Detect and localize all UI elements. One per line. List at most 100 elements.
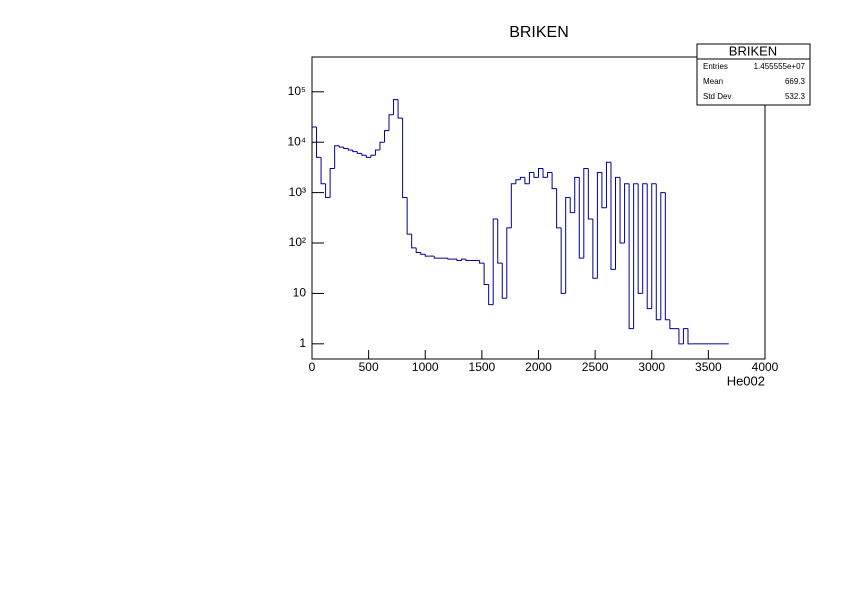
histogram-bin [605,161,611,208]
histogram-bin [347,148,353,151]
histogram-bin [460,258,467,261]
histogram-bin [338,145,344,148]
histogram-bin [510,183,516,228]
histogram-bin [610,162,616,270]
histogram-bin [583,168,589,259]
histogram-bin [343,147,349,149]
histogram-bin [655,183,661,321]
histogram-bin [682,328,688,344]
histogram-bin [615,176,621,270]
x-tick-label: 1500 [469,360,496,374]
x-axis-label: He002 [727,373,765,388]
histogram-bin [447,258,453,260]
histogram-bin [316,127,322,158]
stats-key: Mean [703,77,723,86]
histogram-bin [329,168,335,198]
histogram-bin [506,227,512,299]
histogram-bin [370,154,376,158]
histogram-bin [492,218,498,305]
histogram-bin [528,172,534,184]
histogram-bin [393,99,399,115]
histogram-bin [402,118,408,198]
histogram-bin [424,254,430,257]
x-tick-label: 2500 [582,360,609,374]
histogram-bin [619,177,625,244]
stats-key: Entries [703,62,728,71]
histogram-bin [420,252,426,255]
histogram-bin [411,234,417,249]
histogram-bin [556,188,562,229]
histogram-bin [361,153,367,156]
stats-key: Std Dev [703,92,731,101]
histogram-bin [538,168,544,178]
stats-value: 1.455555e+07 [754,62,806,71]
histogram-bin [352,150,358,153]
histogram-bin [651,183,657,309]
histogram-bin [397,99,403,119]
histogram-bin [433,256,439,259]
histogram-bin [488,284,494,306]
histogram-bin [515,179,521,184]
histogram-bin [456,259,462,261]
histogram-bin [547,172,553,178]
histogram-bin [664,192,670,321]
histogram-bin [574,176,580,213]
histogram-bin [519,176,525,180]
histogram-bin [483,263,489,286]
histogram-bin [465,259,471,261]
histogram-bin [379,141,385,151]
histogram-bin [569,197,575,214]
histogram-bin [565,196,571,294]
histogram-bin [374,149,380,156]
histogram-bin [560,227,566,294]
histogram-bin [678,328,684,345]
x-tick-label: 3500 [695,360,722,374]
histogram-bin [633,183,639,329]
histogram-bin [356,151,362,154]
histogram-bin [325,183,331,198]
chart-title: BRIKEN [509,24,569,41]
x-tick-label: 500 [359,360,379,374]
histogram-bin [497,218,503,264]
histogram-bin [524,177,530,185]
x-tick-label: 4000 [752,360,779,374]
histogram-bin [479,260,485,264]
histogram-bin [415,247,421,253]
stats-box: BRIKEN Entries 1.455555e+07 Mean 669.3 S… [696,43,811,106]
histogram-bin [542,168,548,178]
histogram-bin [592,218,598,279]
histogram-bin [578,177,584,259]
y-tick-label: 10 [293,286,307,300]
histogram-bin [687,328,693,345]
histogram-bin [660,192,666,320]
stats-value: 669.3 [785,77,806,86]
histogram-bin [637,183,643,294]
histogram-bin [501,263,507,299]
x-tick-label: 3000 [638,360,665,374]
histogram-bin [406,197,412,235]
x-tick-label: 1000 [412,360,439,374]
histogram-bin [334,145,340,169]
y-tick-label: 10⁴ [287,134,306,148]
y-tick-label: 10² [289,235,306,249]
stats-frame [696,43,811,106]
histogram-bin [383,130,390,143]
stats-title: BRIKEN [729,43,777,58]
histogram-bin [533,172,539,178]
histogram-bin [624,183,630,244]
stats-value: 532.3 [785,92,806,101]
histogram-bin [601,172,607,209]
histogram-bin [596,172,602,279]
x-tick-label: 2000 [525,360,552,374]
histogram-bin [320,157,326,185]
histogram-bin [551,172,557,190]
histogram-bin [587,168,593,220]
histogram-bin [388,114,394,131]
histogram-bin [669,319,675,330]
histogram-bin [365,155,371,158]
histogram-bin [642,183,648,294]
histogram-bin [628,183,634,330]
y-tick-label: 10⁵ [288,84,306,98]
histogram-bin [646,183,652,310]
